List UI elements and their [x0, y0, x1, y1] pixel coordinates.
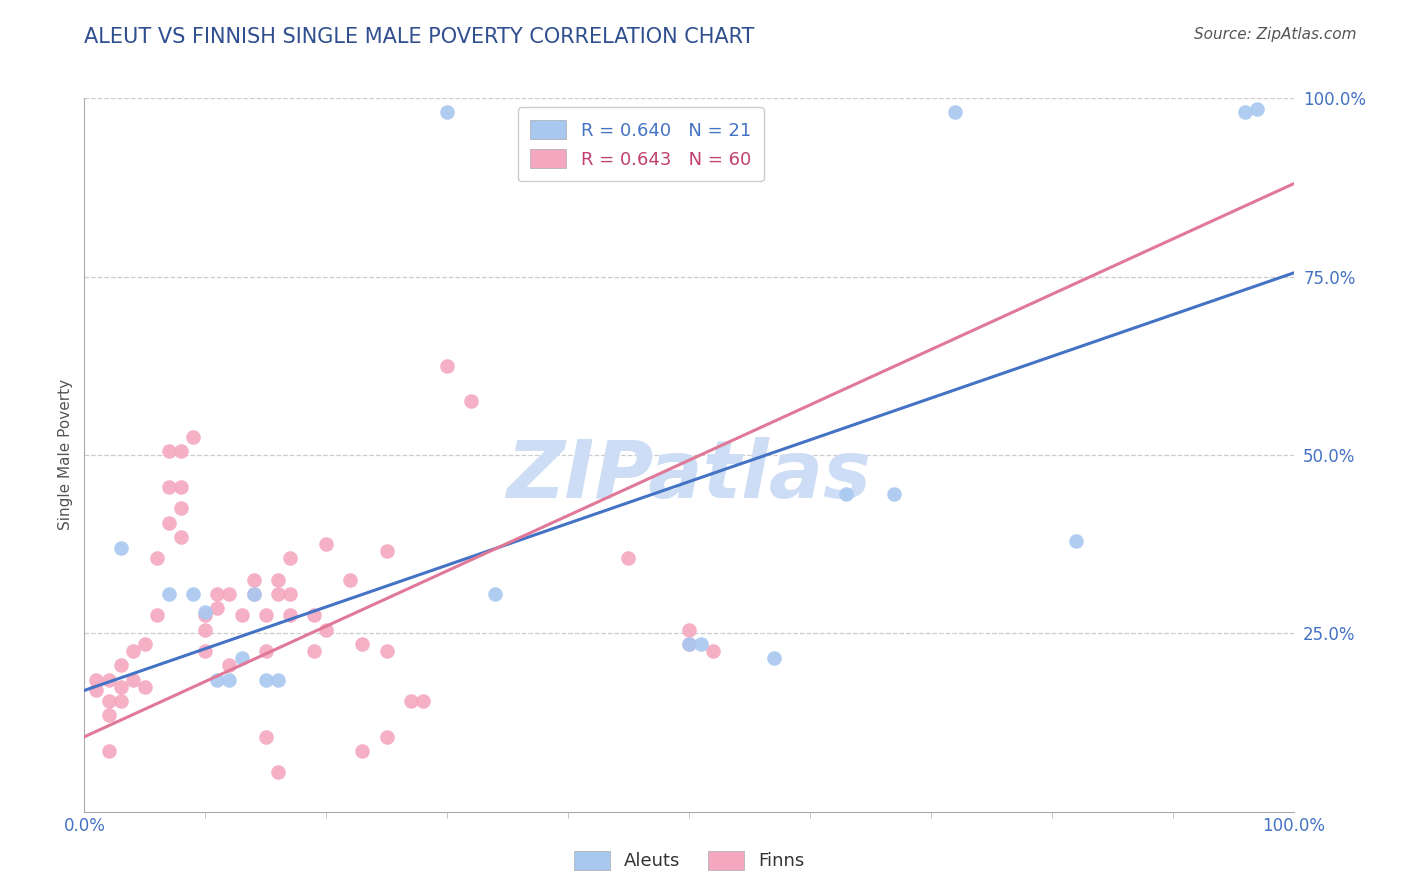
Point	[134, 637, 156, 651]
Point	[181, 587, 204, 601]
Point	[254, 673, 277, 687]
Text: ALEUT VS FINNISH SINGLE MALE POVERTY CORRELATION CHART: ALEUT VS FINNISH SINGLE MALE POVERTY COR…	[84, 27, 755, 46]
Point	[352, 637, 374, 651]
Point	[181, 430, 204, 444]
Y-axis label: Single Male Poverty: Single Male Poverty	[58, 379, 73, 531]
Point	[315, 537, 337, 551]
Point	[835, 487, 858, 501]
Point	[110, 541, 132, 555]
Point	[110, 680, 132, 694]
Legend: Aleuts, Finns: Aleuts, Finns	[567, 843, 811, 878]
Point	[242, 587, 264, 601]
Point	[110, 658, 132, 673]
Point	[352, 744, 374, 758]
Point	[375, 644, 398, 658]
Point	[170, 501, 193, 516]
Point	[218, 673, 240, 687]
Point	[97, 708, 120, 723]
Point	[278, 608, 301, 623]
Point	[218, 658, 240, 673]
Point	[690, 637, 713, 651]
Point	[436, 359, 458, 373]
Point	[231, 651, 253, 665]
Point	[883, 487, 905, 501]
Point	[170, 530, 193, 544]
Point	[157, 444, 180, 458]
Point	[678, 623, 700, 637]
Point	[194, 608, 217, 623]
Point	[702, 644, 724, 658]
Point	[242, 587, 264, 601]
Point	[134, 680, 156, 694]
Point	[194, 623, 217, 637]
Point	[617, 551, 640, 566]
Point	[121, 644, 143, 658]
Point	[1064, 533, 1087, 548]
Point	[207, 587, 229, 601]
Text: Source: ZipAtlas.com: Source: ZipAtlas.com	[1194, 27, 1357, 42]
Point	[278, 587, 301, 601]
Point	[302, 644, 325, 658]
Point	[170, 444, 193, 458]
Point	[207, 673, 229, 687]
Point	[302, 608, 325, 623]
Point	[375, 544, 398, 558]
Point	[242, 573, 264, 587]
Point	[194, 644, 217, 658]
Point	[762, 651, 785, 665]
Point	[339, 573, 361, 587]
Point	[412, 694, 434, 708]
Point	[254, 644, 277, 658]
Point	[436, 105, 458, 120]
Point	[678, 637, 700, 651]
Point	[121, 673, 143, 687]
Point	[1234, 105, 1257, 120]
Point	[97, 673, 120, 687]
Point	[678, 637, 700, 651]
Point	[267, 765, 290, 780]
Point	[267, 573, 290, 587]
Point	[460, 394, 482, 409]
Point	[97, 694, 120, 708]
Point	[97, 744, 120, 758]
Point	[254, 608, 277, 623]
Point	[278, 551, 301, 566]
Point	[315, 623, 337, 637]
Point	[375, 730, 398, 744]
Point	[86, 673, 108, 687]
Text: ZIPatlas: ZIPatlas	[506, 437, 872, 516]
Point	[194, 605, 217, 619]
Point	[157, 480, 180, 494]
Point	[267, 587, 290, 601]
Point	[231, 608, 253, 623]
Point	[267, 673, 290, 687]
Point	[86, 683, 108, 698]
Point	[218, 587, 240, 601]
Point	[254, 730, 277, 744]
Point	[157, 516, 180, 530]
Point	[1246, 102, 1268, 116]
Point	[943, 105, 966, 120]
Point	[399, 694, 422, 708]
Point	[207, 601, 229, 615]
Point	[170, 480, 193, 494]
Point	[110, 694, 132, 708]
Point	[157, 587, 180, 601]
Point	[146, 551, 169, 566]
Point	[484, 587, 506, 601]
Point	[146, 608, 169, 623]
